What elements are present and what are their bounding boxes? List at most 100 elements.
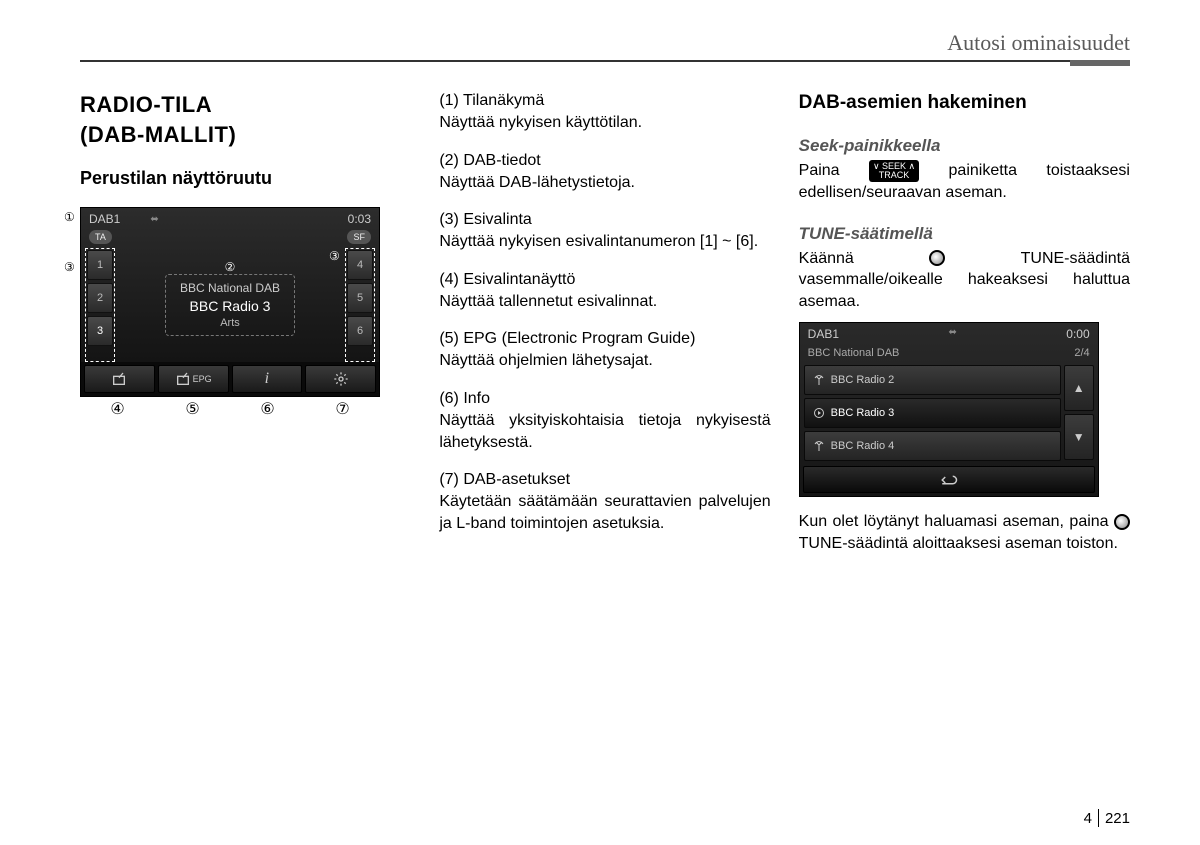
s1-statusbar: DAB1 ⬌ 0:03 — [81, 208, 379, 230]
annot-4: ④ — [110, 399, 124, 419]
preset-2[interactable]: 2 — [87, 283, 113, 313]
after-pre: Kun olet löytänyt haluamasi aseman, pain… — [799, 513, 1114, 530]
play-icon — [813, 407, 825, 419]
preset-col-left: 1 2 3 — [85, 248, 115, 362]
radio-icon — [111, 371, 127, 387]
back-button[interactable] — [803, 466, 1095, 493]
usb-icon: ⬌ — [150, 214, 158, 225]
columns: RADIO-TILA (DAB-MALLIT) Perustilan näytt… — [80, 92, 1130, 575]
tune-knob-icon-2 — [1114, 514, 1130, 530]
column-left: RADIO-TILA (DAB-MALLIT) Perustilan näytt… — [80, 92, 411, 575]
page-number: 221 — [1105, 810, 1130, 827]
title-line1: RADIO-TILA — [80, 92, 411, 118]
s2-rows: BBC Radio 2 BBC Radio 3 BBC Radio 4 — [804, 365, 1061, 461]
screenshot1-wrapper: ① ③ DAB1 ⬌ 0:03 TA SF — [80, 207, 380, 419]
page-footer: 4 221 — [1084, 809, 1130, 827]
settings-button[interactable] — [305, 365, 376, 393]
s1-center: ② BBC National DAB BBC Radio 3 Arts — [115, 248, 345, 362]
item-1: (1) Tilanäkymä Näyttää nykyisen käyttöti… — [439, 92, 770, 134]
station-2-label: BBC Radio 3 — [831, 407, 895, 419]
genre-name: Arts — [180, 317, 280, 329]
tune-knob-icon — [929, 250, 945, 266]
annot-7: ⑦ — [335, 399, 349, 419]
chapter-number: 4 — [1084, 810, 1092, 827]
dab-search-heading: DAB-asemien hakeminen — [799, 92, 1130, 114]
annot-6: ⑥ — [260, 399, 274, 419]
after-post: TUNE-säädintä aloittaaksesi aseman toist… — [799, 535, 1118, 552]
subtitle: Perustilan näyttöruutu — [80, 168, 411, 189]
item-2: (2) DAB-tiedot Näyttää DAB-lähetystietoj… — [439, 152, 770, 194]
s1-time: 0:03 — [348, 212, 371, 226]
scroll-up-button[interactable]: ▲ — [1064, 365, 1094, 411]
title-line2: (DAB-MALLIT) — [80, 122, 411, 148]
item-4-text: Näyttää tallennetut esivalinnat. — [439, 291, 770, 313]
radio-icon-small — [175, 371, 191, 387]
preset-5[interactable]: 5 — [347, 283, 373, 313]
sf-badge: SF — [347, 230, 371, 244]
station-row-2[interactable]: BBC Radio 3 — [804, 398, 1061, 428]
annot-3-left: ③ — [64, 261, 75, 273]
item-1-label: (1) Tilanäkymä — [439, 92, 770, 110]
antenna-icon — [813, 374, 825, 386]
preset-4[interactable]: 4 — [347, 250, 373, 280]
station-row-3[interactable]: BBC Radio 4 — [804, 431, 1061, 461]
item-1-text: Näyttää nykyisen käyttötilan. — [439, 112, 770, 134]
s1-mid: 1 2 3 ② BBC National DAB BBC Radio 3 Art… — [81, 248, 379, 362]
preset-3[interactable]: 3 — [87, 316, 113, 346]
annot-1: ① — [64, 211, 75, 223]
epg-button[interactable]: EPG — [158, 365, 229, 393]
tune-subheading: TUNE-säätimellä — [799, 224, 1130, 244]
ensemble-name: BBC National DAB — [180, 281, 280, 295]
page-header-label: Autosi ominaisuudet — [80, 30, 1130, 60]
back-icon — [940, 473, 958, 487]
scroll-down-button[interactable]: ▼ — [1064, 414, 1094, 460]
s2-arrows: ▲ ▼ — [1064, 365, 1094, 461]
item-6: (6) Info Näyttää yksityiskohtaisia tieto… — [439, 390, 770, 453]
antenna-icon-2 — [813, 440, 825, 452]
s1-badges: TA SF — [81, 230, 379, 248]
page: Autosi ominaisuudet RADIO-TILA (DAB-MALL… — [0, 0, 1200, 845]
item-5: (5) EPG (Electronic Program Guide) Näytt… — [439, 330, 770, 372]
header-rule — [80, 60, 1130, 62]
item-6-label: (6) Info — [439, 390, 770, 408]
column-right: DAB-asemien hakeminen Seek-painikkeella … — [799, 92, 1130, 575]
preset-col-right: ③ 4 5 6 — [345, 248, 375, 362]
station-row-1[interactable]: BBC Radio 2 — [804, 365, 1061, 395]
info-button[interactable]: i — [232, 365, 303, 393]
usb-icon-2: ⬌ — [948, 327, 956, 341]
header-tab — [1070, 60, 1130, 66]
s2-time: 0:00 — [1066, 327, 1089, 341]
item-3: (3) Esivalinta Näyttää nykyisen esivalin… — [439, 211, 770, 253]
center-info-box: ② BBC National DAB BBC Radio 3 Arts — [165, 274, 295, 336]
item-5-label: (5) EPG (Electronic Program Guide) — [439, 330, 770, 348]
s2-list: BBC Radio 2 BBC Radio 3 BBC Radio 4 ▲ — [800, 363, 1098, 463]
epg-label: EPG — [193, 374, 212, 384]
radio-list-button[interactable] — [84, 365, 155, 393]
item-7: (7) DAB-asetukset Käytetään säätämään se… — [439, 471, 770, 534]
column-middle: (1) Tilanäkymä Näyttää nykyisen käyttöti… — [439, 92, 770, 575]
item-6-text: Näyttää yksityiskohtaisia tietoja nykyis… — [439, 410, 770, 453]
seek-line2: TRACK — [873, 171, 915, 180]
footer-divider — [1098, 809, 1099, 827]
annot-row-bottom: ④ ⑤ ⑥ ⑦ — [80, 399, 380, 419]
s1-band: DAB1 — [89, 212, 120, 226]
s2-ensemble: BBC National DAB — [808, 347, 900, 359]
s2-counter: 2/4 — [1074, 347, 1089, 359]
item-4-label: (4) Esivalintanäyttö — [439, 271, 770, 289]
preset-1[interactable]: 1 — [87, 250, 113, 280]
ta-badge: TA — [89, 230, 112, 244]
station-1-label: BBC Radio 2 — [831, 374, 895, 386]
annot-2: ② — [225, 261, 236, 273]
seek-track-button[interactable]: ∨ SEEK ∧ TRACK — [869, 160, 919, 182]
item-7-label: (7) DAB-asetukset — [439, 471, 770, 489]
item-3-label: (3) Esivalinta — [439, 211, 770, 229]
seek-subheading: Seek-painikkeella — [799, 136, 1130, 156]
item-3-text: Näyttää nykyisen esivalintanumeron [1] ~… — [439, 231, 770, 253]
radio-screen-basic: DAB1 ⬌ 0:03 TA SF 1 2 3 — [80, 207, 380, 397]
preset-6[interactable]: 6 — [347, 316, 373, 346]
s1-toolbar: EPG i — [81, 362, 379, 396]
annot-3-right: ③ — [329, 250, 340, 262]
station-name: BBC Radio 3 — [180, 298, 280, 314]
tune-paragraph: Käännä TUNE-säädintä vasemmalle/oikealle… — [799, 248, 1130, 313]
gear-icon — [333, 371, 349, 387]
